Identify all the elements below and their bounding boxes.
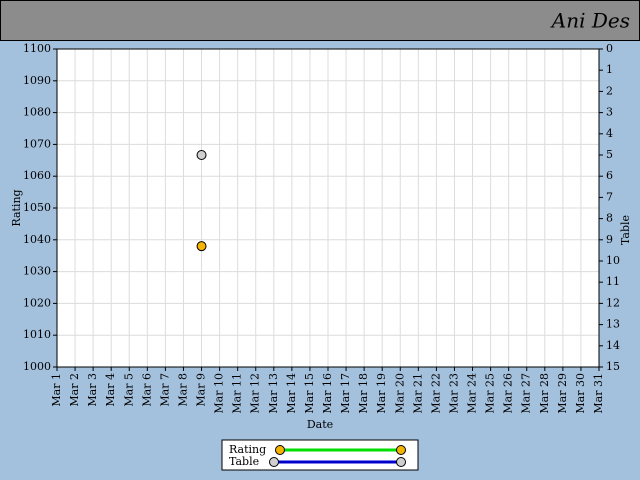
y-tick-label: 1040 — [23, 233, 51, 246]
y2-tick-label: 11 — [606, 275, 620, 288]
x-tick-label: Mar 12 — [249, 373, 262, 414]
y2-tick-label: 6 — [606, 169, 613, 182]
x-tick-label: Mar 30 — [574, 373, 587, 414]
y2-tick-label: 8 — [606, 212, 613, 225]
y2-tick-label: 13 — [606, 318, 620, 331]
x-tick-label: Mar 3 — [86, 373, 99, 407]
y2-tick-label: 9 — [606, 233, 613, 246]
legend-marker — [396, 445, 406, 455]
y-tick-label: 1020 — [23, 296, 51, 309]
x-tick-label: Mar 5 — [122, 373, 135, 407]
y2-tick-label: 10 — [606, 254, 620, 267]
header — [0, 0, 640, 41]
y-tick-label: 1100 — [23, 42, 51, 55]
x-tick-label: Mar 7 — [158, 373, 171, 407]
legend — [221, 439, 419, 471]
x-tick-label: Mar 16 — [321, 373, 334, 414]
y-tick-label: 1000 — [23, 360, 51, 373]
x-tick-label: Mar 25 — [484, 373, 497, 414]
x-tick-label: Mar 13 — [267, 373, 280, 414]
x-tick-label: Mar 17 — [339, 373, 352, 414]
y-tick-label: 1080 — [23, 106, 51, 119]
x-tick-label: Mar 11 — [231, 373, 244, 414]
x-tick-label: Mar 31 — [592, 373, 605, 414]
y2-tick-label: 0 — [606, 42, 613, 55]
x-tick-label: Mar 4 — [104, 373, 117, 407]
legend-marker — [396, 457, 406, 467]
y2-tick-label: 14 — [606, 339, 620, 352]
x-tick-label: Mar 28 — [538, 373, 551, 414]
y-tick-label: 1090 — [23, 74, 51, 87]
x-tick-label: Mar 8 — [176, 373, 189, 407]
y2-tick-label: 5 — [606, 148, 613, 161]
y2-tick-label: 1 — [606, 63, 613, 76]
x-tick-label: Mar 26 — [502, 373, 515, 414]
x-tick-label: Mar 15 — [303, 373, 316, 414]
x-tick-label: Mar 20 — [393, 373, 406, 414]
x-tick-label: Mar 27 — [520, 373, 533, 414]
x-tick-label: Mar 23 — [447, 373, 460, 414]
point — [196, 241, 207, 252]
y-tick-label: 1010 — [23, 328, 51, 341]
y2-tick-label: 15 — [606, 360, 620, 373]
y-tick-label: 1050 — [23, 201, 51, 214]
y2-tick-label: 2 — [606, 84, 613, 97]
x-tick-label: Mar 24 — [466, 373, 479, 414]
x-tick-label: Mar 29 — [556, 373, 569, 414]
chart-title: Ani Des — [550, 9, 630, 33]
y2-tick-label: 3 — [606, 106, 613, 119]
x-tick-label: Mar 22 — [429, 373, 442, 414]
y-axis-label: Rating — [10, 189, 23, 226]
y2-tick-label: 12 — [606, 296, 620, 309]
point — [196, 150, 207, 160]
x-tick-label: Mar 10 — [213, 373, 226, 414]
x-tick-label: Mar 19 — [375, 373, 388, 414]
x-tick-label: Mar 18 — [357, 373, 370, 414]
y-tick-label: 1060 — [23, 169, 51, 182]
y-tick-label: 1070 — [23, 137, 51, 150]
x-tick-label: Mar 9 — [195, 373, 208, 407]
y2-tick-label: 7 — [606, 190, 613, 203]
legend-marker — [275, 445, 285, 455]
x-tick-label: Mar 14 — [285, 373, 298, 414]
legend-label: Table — [229, 455, 259, 468]
legend-label: Rating — [229, 443, 266, 456]
y2-tick-label: 4 — [606, 127, 613, 140]
legend-marker — [269, 457, 279, 467]
y2-axis-label: Table — [619, 215, 632, 245]
x-tick-label: Mar 2 — [68, 373, 81, 407]
x-axis-label: Date — [307, 418, 333, 431]
x-tick-label: Mar 21 — [411, 373, 424, 414]
y-tick-label: 1030 — [23, 265, 51, 278]
x-tick-label: Mar 1 — [50, 373, 63, 407]
x-tick-label: Mar 6 — [140, 373, 153, 407]
